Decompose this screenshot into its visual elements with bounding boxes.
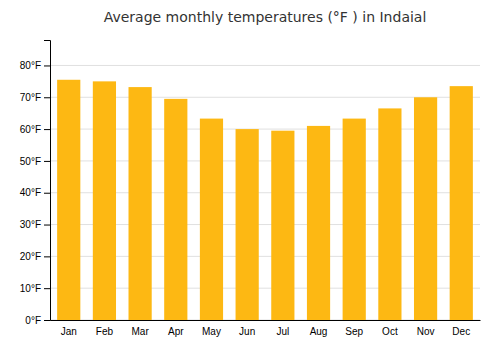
bar — [271, 131, 294, 320]
bar — [343, 119, 366, 320]
x-tick: Jun — [239, 326, 255, 337]
bar — [236, 129, 259, 320]
y-tick: 70°F — [20, 92, 50, 103]
y-tick: 20°F — [20, 251, 50, 262]
y-tick-label: 60°F — [20, 124, 41, 135]
bar — [450, 86, 473, 320]
x-tick-label: Oct — [382, 326, 398, 337]
x-tick-label: May — [202, 326, 221, 337]
x-tick: Nov — [417, 326, 435, 337]
y-tick-mark — [44, 65, 50, 66]
bar — [307, 126, 330, 320]
y-tick-label: 40°F — [20, 187, 41, 198]
y-tick-mark — [44, 129, 50, 130]
bars — [57, 80, 473, 320]
y-tick: 0°F — [25, 315, 50, 326]
y-tick-label: 0°F — [25, 315, 41, 326]
x-axis-line — [51, 320, 481, 321]
y-axis: 0°F 10°F 20°F 30°F 40°F 50°F 60°F 70°F 80°F — [20, 41, 51, 326]
bar — [200, 119, 223, 320]
x-tick-label: Dec — [452, 326, 470, 337]
y-tick-mark — [44, 193, 50, 194]
y-tick: 10°F — [20, 283, 50, 294]
y-tick-mark — [44, 320, 50, 321]
y-tick-mark — [44, 256, 50, 257]
grid-line — [50, 65, 480, 66]
y-tick-label: 70°F — [20, 92, 41, 103]
x-tick-label: Jan — [61, 326, 77, 337]
x-tick: Dec — [452, 326, 470, 337]
x-tick-label: Apr — [168, 326, 184, 337]
x-tick: Jul — [276, 326, 289, 337]
y-tick-label: 10°F — [20, 283, 41, 294]
y-tick-mark — [44, 97, 50, 98]
y-tick: 30°F — [20, 219, 50, 230]
bar — [414, 97, 437, 320]
grid — [50, 65, 480, 320]
x-tick: Aug — [310, 326, 328, 337]
x-tick-label: Feb — [96, 326, 114, 337]
x-tick-label: Aug — [310, 326, 328, 337]
y-axis-line — [44, 41, 51, 321]
y-tick-label: 50°F — [20, 156, 41, 167]
y-tick-mark — [44, 288, 50, 289]
x-axis: Jan Feb Mar Apr May Jun Jul Aug Sep Oct Nov Dec — [51, 321, 481, 338]
x-tick-label: Sep — [345, 326, 363, 337]
x-tick-label: Jul — [276, 326, 289, 337]
x-tick: Oct — [382, 326, 398, 337]
y-tick-label: 80°F — [20, 60, 41, 71]
y-tick: 40°F — [20, 187, 50, 198]
bar — [57, 80, 80, 320]
title: Average monthly temperatures (°F ) in In… — [104, 9, 427, 25]
x-tick: Sep — [345, 326, 363, 337]
x-tick: May — [202, 326, 221, 337]
plot: 0°F 10°F 20°F 30°F 40°F 50°F 60°F 70°F 80°F Jan Fe… — [20, 41, 481, 338]
y-tick: 50°F — [20, 156, 50, 167]
y-tick-label: 20°F — [20, 251, 41, 262]
bar — [378, 108, 401, 320]
bar — [164, 99, 187, 320]
bar — [129, 87, 152, 320]
x-tick: Feb — [96, 326, 114, 337]
x-tick: Apr — [168, 326, 184, 337]
y-tick-mark — [44, 225, 50, 226]
x-tick-label: Jun — [239, 326, 255, 337]
x-tick: Jan — [61, 326, 77, 337]
x-tick-label: Nov — [417, 326, 435, 337]
y-tick-label: 30°F — [20, 219, 41, 230]
y-tick-mark — [44, 161, 50, 162]
y-tick: 80°F — [20, 60, 50, 71]
x-tick: Mar — [131, 326, 149, 337]
chart: 0°F 10°F 20°F 30°F 40°F 50°F 60°F 70°F 80°F Jan Fe… — [0, 0, 500, 350]
y-tick: 60°F — [20, 124, 50, 135]
bar — [93, 81, 116, 320]
x-tick-label: Mar — [131, 326, 149, 337]
